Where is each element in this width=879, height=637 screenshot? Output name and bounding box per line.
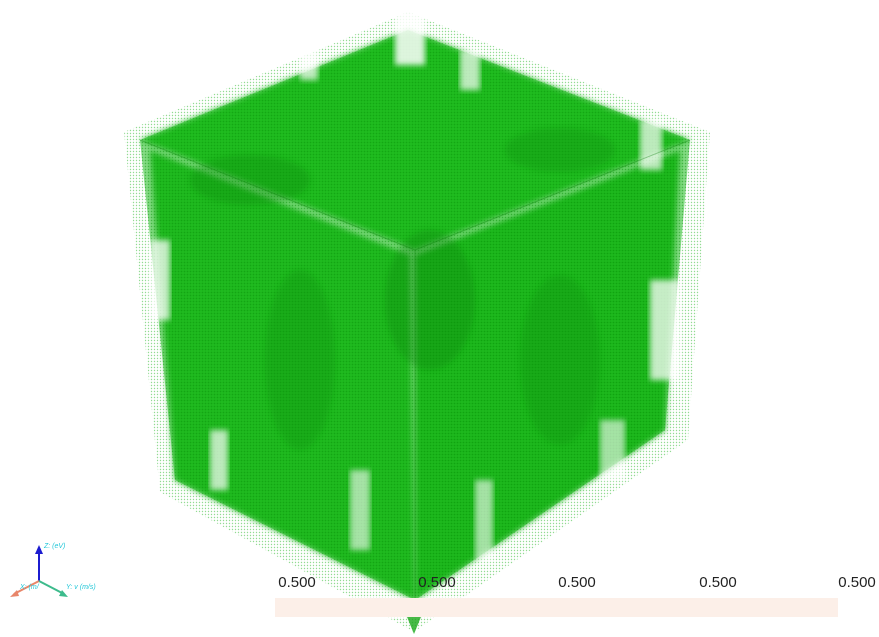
colorbar [275,598,838,617]
colorbar-tick: 0.500 [699,574,737,591]
x-axis-label: X: (m/ [20,584,39,591]
colorbar-tick: 0.500 [838,574,876,591]
y-axis-label: Y: v (m/s) [66,584,96,591]
colorbar-tick: 0.500 [278,574,316,591]
orientation-axes: Z: (eV) X: (m/ Y: v (m/s) [0,540,130,610]
volume-blobs [139,12,691,600]
z-axis-label: Z: (eV) [44,543,66,550]
colorbar-tick: 0.500 [418,574,456,591]
colorbar-tick: 0.500 [558,574,596,591]
axes-triad-icon [10,545,68,597]
